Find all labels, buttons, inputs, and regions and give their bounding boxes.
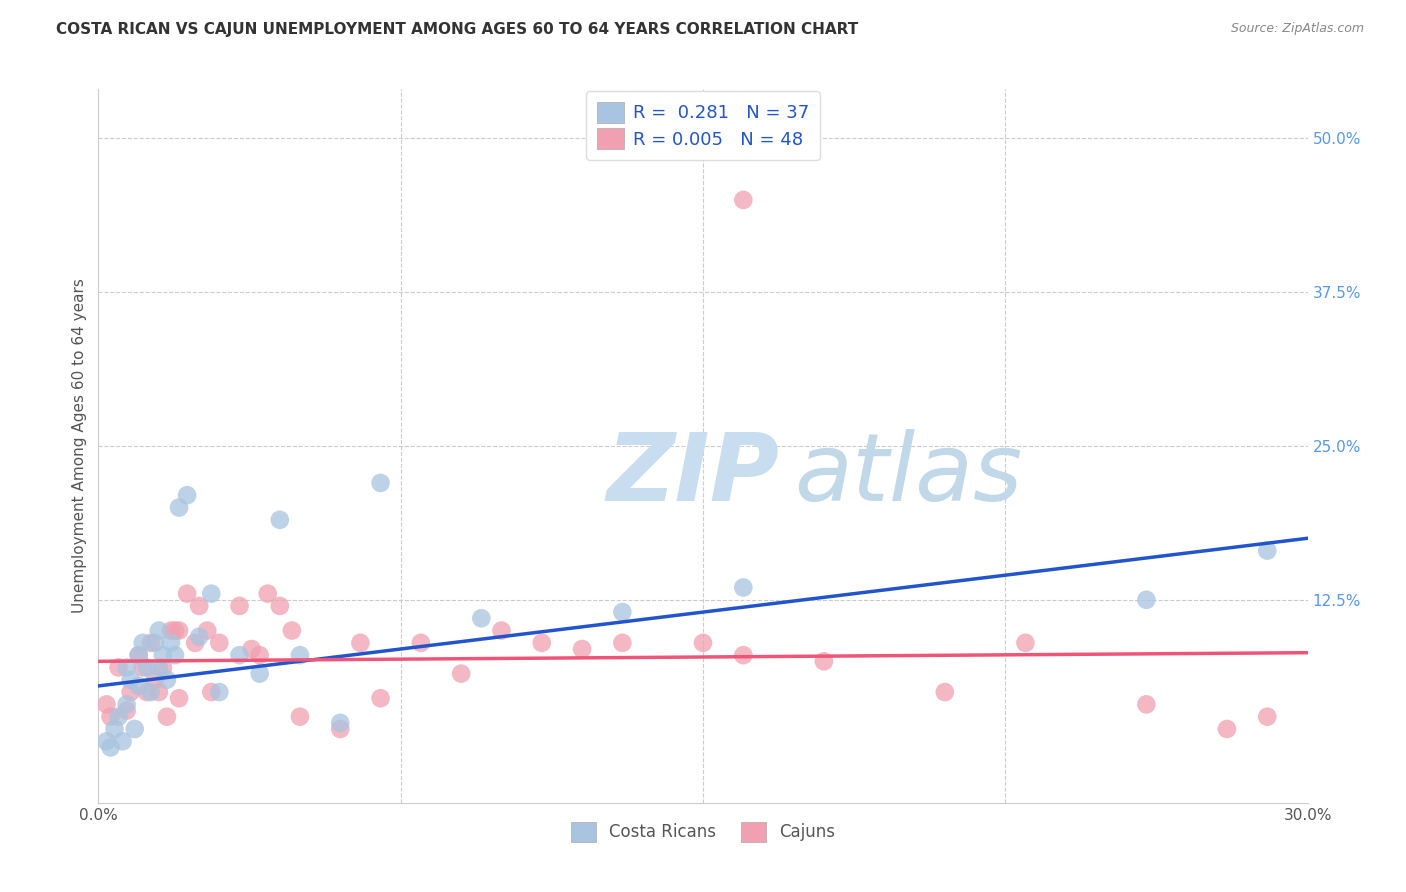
Point (156, 709, 179, 723)
Point (733, 648, 755, 662)
Point (188, 630, 211, 644)
Point (934, 685, 956, 699)
Point (124, 722, 146, 736)
Point (120, 685, 142, 699)
Point (1256, 543, 1278, 558)
Point (288, 648, 311, 662)
Point (571, 642, 593, 657)
Text: atlas: atlas (793, 429, 1022, 520)
Point (176, 488, 198, 502)
Point (184, 636, 207, 650)
Point (152, 648, 174, 662)
Text: Source: ZipAtlas.com: Source: ZipAtlas.com (1230, 22, 1364, 36)
Point (200, 587, 222, 601)
Point (370, 691, 392, 706)
Point (1216, 722, 1239, 736)
Point (148, 685, 170, 699)
Point (733, 581, 755, 595)
Point (132, 636, 155, 650)
Point (143, 636, 166, 650)
Point (132, 660, 155, 674)
Point (135, 660, 157, 674)
Point (100, 740, 122, 755)
Point (269, 599, 291, 613)
Point (160, 624, 183, 638)
Point (349, 636, 371, 650)
Point (152, 660, 174, 674)
Point (530, 636, 553, 650)
Point (1014, 636, 1036, 650)
Point (370, 475, 392, 490)
Point (249, 666, 271, 681)
Point (813, 654, 835, 668)
Point (148, 624, 170, 638)
Point (100, 709, 122, 723)
Point (208, 636, 231, 650)
Point (450, 666, 472, 681)
Point (176, 587, 198, 601)
Point (329, 722, 352, 736)
Point (288, 709, 311, 723)
Point (612, 605, 634, 619)
Point (135, 685, 157, 699)
Point (1135, 592, 1157, 607)
Point (148, 660, 170, 674)
Point (281, 624, 304, 638)
Point (269, 513, 291, 527)
Point (491, 624, 513, 638)
Point (228, 599, 250, 613)
Point (470, 611, 492, 625)
Point (1256, 709, 1278, 723)
Point (139, 636, 162, 650)
Point (240, 642, 263, 657)
Point (120, 673, 142, 687)
Text: ZIP: ZIP (606, 428, 779, 521)
Point (96, 698, 118, 712)
Point (163, 624, 186, 638)
Point (107, 660, 129, 674)
Point (692, 636, 714, 650)
Point (160, 636, 183, 650)
Point (200, 685, 222, 699)
Y-axis label: Unemployment Among Ages 60 to 64 years: Unemployment Among Ages 60 to 64 years (72, 278, 87, 614)
Point (228, 648, 250, 662)
Point (115, 698, 138, 712)
Point (195, 624, 218, 638)
Point (96, 734, 118, 748)
Point (128, 648, 150, 662)
Point (156, 673, 179, 687)
Point (163, 648, 186, 662)
Point (115, 660, 138, 674)
Point (128, 679, 150, 693)
Text: COSTA RICAN VS CAJUN UNEMPLOYMENT AMONG AGES 60 TO 64 YEARS CORRELATION CHART: COSTA RICAN VS CAJUN UNEMPLOYMENT AMONG … (56, 22, 859, 37)
Point (107, 709, 129, 723)
Point (128, 648, 150, 662)
Point (1135, 698, 1157, 712)
Point (139, 685, 162, 699)
Point (188, 599, 211, 613)
Point (115, 704, 138, 718)
Point (103, 722, 125, 736)
Point (409, 636, 432, 650)
Point (167, 624, 190, 638)
Point (111, 734, 134, 748)
Point (167, 691, 190, 706)
Point (208, 685, 231, 699)
Point (167, 500, 190, 515)
Point (733, 193, 755, 207)
Legend: Costa Ricans, Cajuns: Costa Ricans, Cajuns (561, 813, 845, 852)
Point (143, 673, 166, 687)
Point (249, 648, 271, 662)
Point (256, 587, 278, 601)
Point (612, 636, 634, 650)
Point (329, 715, 352, 730)
